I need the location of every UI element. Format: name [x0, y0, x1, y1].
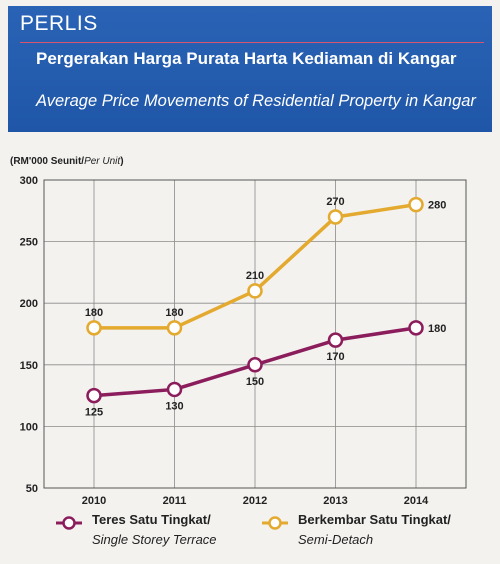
x-tick-2013: 2013 [323, 495, 347, 507]
unit-label-italic: Per Unit [84, 156, 121, 167]
y-tick-300: 300 [20, 175, 38, 187]
data-labels: 125 130 150 170 180 180 180 210 270 280 [85, 196, 447, 419]
y-tick-50: 50 [26, 483, 38, 495]
chart-title-english: Average Price Movements of Residential P… [36, 92, 476, 110]
y-tick-100: 100 [20, 421, 38, 433]
point-semi_detach-2014 [408, 196, 424, 213]
point-terrace-2010 [86, 387, 102, 404]
legend-label-terrace-ms: Teres Satu Tingkat/ [92, 512, 211, 527]
chart-title-malay: Pergerakan Harga Purata Harta Kediaman d… [36, 49, 457, 68]
y-tick-250: 250 [20, 237, 38, 249]
x-tick-2011: 2011 [163, 495, 187, 507]
data-label-semi_detach-2011: 180 [165, 307, 183, 319]
data-label-terrace-2013: 170 [326, 351, 344, 363]
data-label-semi_detach-2013: 270 [326, 196, 344, 208]
legend-swatch-semi-detach-marker [268, 516, 282, 530]
y-tick-labels: 50 100 150 200 250 300 [20, 175, 38, 495]
series-points [86, 196, 424, 404]
data-label-terrace-2014: 180 [428, 323, 446, 335]
legend-swatch-terrace-marker [62, 516, 76, 530]
unit-label-close: ) [120, 156, 124, 167]
data-label-terrace-2012: 150 [246, 376, 264, 388]
y-axis-unit-label: (RM'000 Seunit/Per Unit) [10, 156, 124, 167]
unit-label-main: (RM'000 Seunit/ [10, 156, 85, 167]
point-semi_detach-2013 [327, 209, 344, 225]
gridlines [44, 180, 466, 488]
x-tick-2012: 2012 [243, 495, 267, 507]
point-terrace-2014 [408, 320, 424, 336]
legend-label-semi-detach-ms: Berkembar Satu Tingkat/ [298, 512, 451, 527]
region-title: PERLIS [20, 12, 98, 35]
point-terrace-2011 [166, 381, 183, 398]
chart-header: PERLIS Pergerakan Harga Purata Harta Ked… [8, 6, 492, 132]
header-divider [20, 42, 484, 43]
y-tick-200: 200 [20, 298, 38, 310]
legend-label-terrace-en: Single Storey Terrace [92, 532, 217, 547]
legend-label-semi-detach-en: Semi-Detach [298, 532, 374, 547]
legend-swatch-terrace [56, 516, 82, 530]
plot-frame [43, 179, 467, 489]
data-label-terrace-2011: 130 [165, 400, 183, 412]
point-terrace-2012 [247, 357, 263, 373]
x-tick-2010: 2010 [82, 495, 106, 507]
y-tick-150: 150 [20, 360, 38, 372]
data-label-semi_detach-2012: 210 [246, 270, 264, 282]
x-tick-labels: 2010 2011 2012 2013 2014 [82, 495, 429, 507]
point-terrace-2013 [327, 332, 344, 348]
data-label-semi_detach-2010: 180 [85, 307, 103, 319]
data-label-semi_detach-2014: 280 [428, 200, 446, 212]
point-semi_detach-2011 [166, 320, 183, 336]
data-label-terrace-2010: 125 [85, 407, 103, 419]
point-semi_detach-2010 [86, 320, 102, 336]
point-semi_detach-2012 [247, 283, 263, 299]
legend-swatch-semi-detach [262, 516, 288, 530]
x-tick-2014: 2014 [404, 495, 429, 507]
